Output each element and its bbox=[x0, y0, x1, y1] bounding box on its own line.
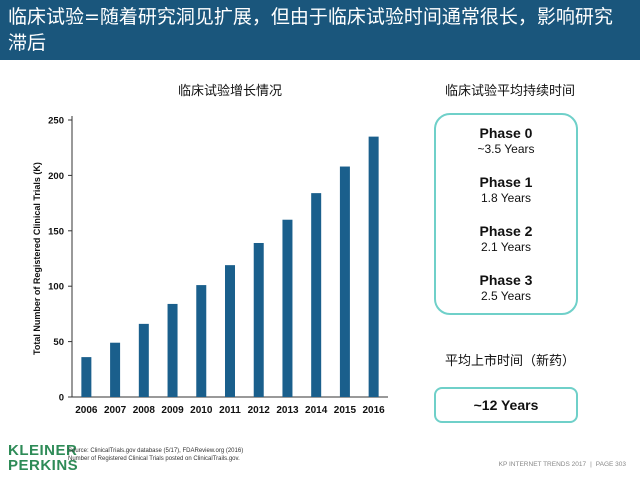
phase-item: Phase 1 1.8 Years bbox=[436, 174, 576, 206]
bar-chart: Total Number of Registered Clinical Tria… bbox=[32, 116, 388, 416]
bar bbox=[253, 242, 264, 397]
x-tick-label: 2016 bbox=[363, 405, 386, 416]
slide-title: 临床试验=随着研究洞见扩展，但由于临床试验时间通常很长，影响研究滞后 bbox=[8, 6, 613, 54]
phase-name: Phase 0 bbox=[479, 125, 533, 141]
bar bbox=[339, 166, 350, 397]
source-note: Source: ClinicalTrials.gov database (5/1… bbox=[68, 447, 243, 463]
kleiner-perkins-logo: KLEINER PERKINS bbox=[8, 443, 78, 473]
phase-duration: 2.1 Years bbox=[480, 240, 532, 254]
source-line-1: Source: ClinicalTrials.gov database (5/1… bbox=[68, 448, 244, 454]
y-tick-label: 150 bbox=[48, 226, 64, 237]
y-tick-label: 250 bbox=[48, 116, 64, 127]
phase-name: Phase 2 bbox=[479, 223, 533, 239]
market-time-box: ~12 Years bbox=[434, 387, 578, 423]
bar bbox=[368, 136, 379, 397]
x-tick-label: 2012 bbox=[248, 405, 271, 416]
x-tick-label: 2014 bbox=[305, 405, 328, 416]
y-axis-label: Total Number of Registered Clinical Tria… bbox=[32, 162, 42, 355]
bar bbox=[311, 193, 322, 397]
footer-separator: | bbox=[590, 461, 592, 468]
phase-duration: 2.5 Years bbox=[480, 289, 532, 303]
phase-duration: 1.8 Years bbox=[480, 191, 532, 205]
x-tick-label: 2010 bbox=[190, 405, 213, 416]
y-tick-label: 0 bbox=[59, 393, 64, 404]
phase-item: Phase 2 2.1 Years bbox=[436, 223, 576, 255]
bar bbox=[225, 265, 235, 397]
title-bar: 临床试验=随着研究洞见扩展，但由于临床试验时间通常很长，影响研究滞后 bbox=[0, 0, 640, 60]
bar bbox=[110, 342, 121, 397]
phase-item: Phase 0 ~3.5 Years bbox=[436, 125, 576, 157]
phase-name: Phase 1 bbox=[479, 174, 533, 190]
bar bbox=[282, 219, 293, 397]
bar bbox=[196, 285, 207, 397]
logo-line-1: KLEINER bbox=[8, 442, 78, 459]
x-tick-label: 2013 bbox=[276, 405, 299, 416]
bar bbox=[81, 357, 92, 397]
chart-title: 临床试验增长情况 bbox=[177, 84, 282, 99]
y-tick-label: 100 bbox=[48, 282, 64, 293]
x-tick-label: 2011 bbox=[219, 405, 241, 416]
footer: KP INTERNET TRENDS 2017 | PAGE 303 bbox=[499, 461, 626, 468]
x-tick-label: 2009 bbox=[161, 405, 184, 416]
x-tick-label: 2006 bbox=[75, 405, 98, 416]
y-tick-label: 200 bbox=[48, 171, 64, 182]
x-tick-label: 2015 bbox=[334, 405, 357, 416]
phase-duration: ~3.5 Years bbox=[477, 142, 535, 156]
phase-name: Phase 3 bbox=[479, 272, 533, 288]
bar bbox=[138, 323, 149, 397]
panel-title: 临床试验平均持续时间 bbox=[444, 84, 575, 99]
phase-duration-box: Phase 0 ~3.5 Years Phase 1 1.8 Years Pha… bbox=[434, 113, 578, 315]
bar bbox=[167, 303, 178, 397]
market-title: 平均上市时间（新药） bbox=[444, 354, 575, 369]
footer-page: PAGE 303 bbox=[595, 461, 626, 468]
footer-report: KP INTERNET TRENDS 2017 bbox=[498, 461, 587, 468]
phase-item: Phase 3 2.5 Years bbox=[436, 272, 576, 304]
x-tick-label: 2008 bbox=[133, 405, 156, 416]
source-line-2: Number of Registered Clinical Trials pos… bbox=[68, 456, 240, 462]
y-tick-label: 50 bbox=[53, 337, 64, 348]
logo-line-2: PERKINS bbox=[8, 457, 79, 474]
x-tick-label: 2007 bbox=[104, 405, 127, 416]
